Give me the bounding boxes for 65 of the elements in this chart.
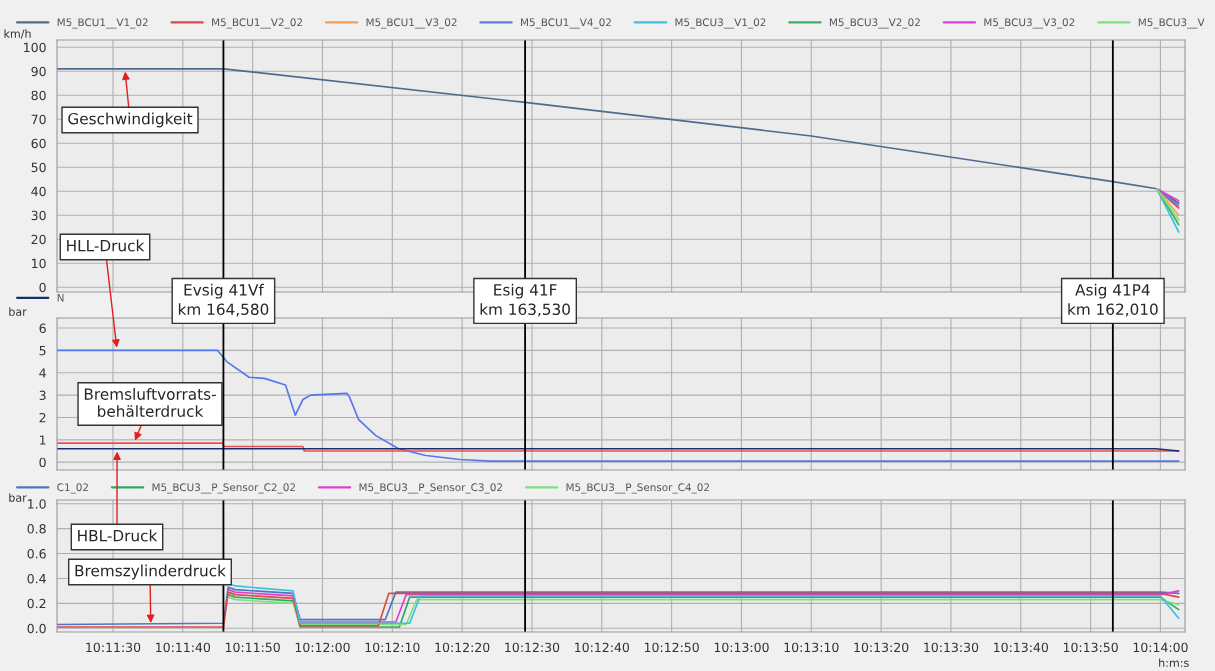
y-tick-label: 80 xyxy=(31,90,46,101)
legend-label: M5_BCU3__P_Sensor_C4_02 xyxy=(566,483,709,494)
legend-label: M5_BCU1__V3_02 xyxy=(366,18,457,29)
y-tick-label: 1 xyxy=(40,435,46,445)
annotation: Bremszylinderdruck xyxy=(75,564,226,580)
y-tick-label: 20 xyxy=(31,234,46,245)
x-tick-label: 10:13:30 xyxy=(924,642,979,653)
legend-label: M5_BCU3__V3_02 xyxy=(984,18,1075,29)
x-tick-label: 10:13:20 xyxy=(854,642,909,653)
x-axis-title: h:m:s xyxy=(1159,658,1189,667)
legend-label: M5_BCU1__V4_02 xyxy=(521,18,611,29)
y-tick-label: 50 xyxy=(31,162,46,173)
y-tick-label: 40 xyxy=(31,186,46,197)
legend-label: M5_BCU3__V2_02 xyxy=(829,18,920,29)
y-tick-label: 90 xyxy=(31,66,46,77)
y-tick-label: 5 xyxy=(39,346,46,356)
x-tick-label: 10:12:40 xyxy=(575,642,630,653)
y-tick-label: 2 xyxy=(39,412,46,423)
y-tick-label: 100 xyxy=(24,42,46,53)
x-tick-label: 10:11:30 xyxy=(86,642,141,653)
x-tick-label: 10:12:10 xyxy=(365,642,420,653)
x-tick-label: 10:13:50 xyxy=(1063,642,1118,653)
x-tick-label: 10:14:00 xyxy=(1133,642,1188,653)
legend-label: M5_BCU1__V1_02 xyxy=(57,18,148,29)
ref-line-label: Evsig 41Vf km 164,580 xyxy=(178,283,269,317)
legend-label: N xyxy=(57,293,64,302)
y-tick-label: 0 xyxy=(39,282,46,293)
y-axis-title: km/h xyxy=(4,29,31,39)
y-tick-label: 0.4 xyxy=(27,573,46,584)
y-tick-label: 4 xyxy=(39,368,46,378)
x-tick-label: 10:12:30 xyxy=(505,642,560,653)
y-tick-label: 0.0 xyxy=(27,623,46,634)
annotation: Geschwindigkeit xyxy=(68,112,193,128)
y-axis-title: bar xyxy=(9,493,27,502)
y-tick-label: 30 xyxy=(31,210,46,221)
x-tick-label: 10:11:40 xyxy=(156,642,211,653)
ref-line-label: Asig 41P4 km 162,010 xyxy=(1068,283,1158,317)
legend-label: M5_BCU3__P_Sensor_C3_02 xyxy=(359,483,502,494)
x-tick-label: 10:13:00 xyxy=(714,642,769,653)
annotation: HBL-Druck xyxy=(78,529,158,542)
legend-label: C1_02 xyxy=(57,483,88,494)
y-tick-label: 60 xyxy=(31,138,46,149)
x-tick-label: 10:13:40 xyxy=(994,642,1049,653)
x-tick-label: 10:11:50 xyxy=(225,642,280,653)
legend-label: M5_BCU1__V2_02 xyxy=(212,18,303,29)
y-tick-label: 1.0 xyxy=(28,499,46,509)
x-tick-label: 10:12:50 xyxy=(644,642,699,653)
annotation: Bremsluftvorrats- behälterdruck xyxy=(84,388,216,417)
legend-label: M5_BCU3__P_Sensor_C2_02 xyxy=(152,483,295,494)
x-tick-label: 10:13:10 xyxy=(784,642,839,653)
y-tick-label: 0.8 xyxy=(27,524,46,534)
x-tick-label: 10:12:20 xyxy=(435,642,490,653)
legend-label: M5_BCU3__V1_02 xyxy=(675,18,766,29)
y-axis-title: bar xyxy=(9,307,27,316)
y-tick-label: 0.6 xyxy=(27,549,46,559)
y-tick-label: 3 xyxy=(39,390,46,401)
y-tick-label: 70 xyxy=(31,114,46,125)
y-tick-label: 6 xyxy=(39,323,46,333)
legend-label: M5_BCU3__V xyxy=(1138,18,1205,29)
annotation: HLL-Druck xyxy=(67,239,145,252)
y-tick-label: 0 xyxy=(39,457,46,468)
y-tick-label: 0.2 xyxy=(27,598,46,609)
x-tick-label: 10:12:00 xyxy=(295,642,350,653)
y-tick-label: 10 xyxy=(32,258,46,269)
ref-line-label: Esig 41F km 163,530 xyxy=(480,283,570,317)
